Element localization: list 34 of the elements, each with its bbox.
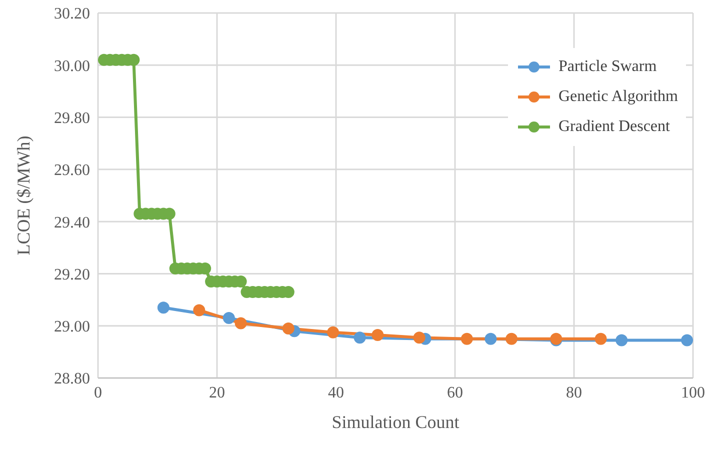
point (282, 322, 294, 334)
legend-label: Gradient Descent (558, 118, 670, 136)
y-tick-label: 28.80 (54, 370, 90, 388)
point (616, 334, 628, 346)
x-tick-label: 40 (328, 384, 344, 402)
point (594, 332, 607, 345)
y-tick-label: 30.20 (54, 6, 90, 23)
point (413, 332, 426, 344)
x-tick-label: 0 (94, 384, 102, 402)
legend-label: Genetic Algorithm (558, 88, 678, 106)
x-axis-title: Simulation Count (332, 412, 460, 432)
point (372, 328, 384, 341)
y-tick-label: 29.20 (54, 266, 90, 284)
point (193, 304, 206, 316)
y-tick-label: 30.00 (54, 58, 90, 75)
x-tick-label: 20 (209, 384, 225, 402)
point (681, 334, 693, 346)
point (460, 332, 473, 345)
x-tick-label: 60 (447, 384, 463, 402)
y-tick-label: 29.00 (54, 318, 90, 336)
y-axis-title: LCOE ($/MWh) (13, 136, 34, 256)
point (157, 302, 170, 314)
point (484, 332, 497, 345)
y-tick-label: 29.60 (54, 162, 90, 180)
point (354, 332, 366, 344)
point (222, 312, 235, 324)
point (327, 326, 340, 338)
point (506, 332, 518, 345)
y-tick-label: 29.80 (54, 110, 90, 127)
y-tick-label: 29.40 (54, 214, 90, 232)
x-tick-label: 80 (566, 384, 582, 402)
point (234, 317, 247, 330)
legend-label: Particle Swarm (558, 58, 657, 76)
x-tick-label: 100 (681, 384, 705, 402)
